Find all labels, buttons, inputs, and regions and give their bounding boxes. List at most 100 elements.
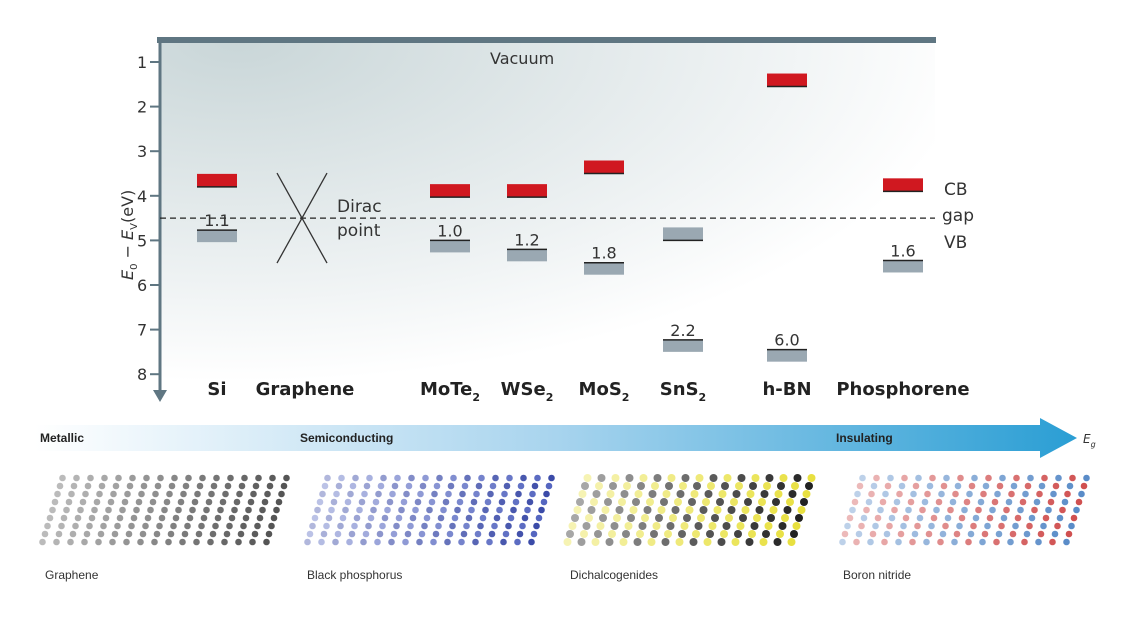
atom: [576, 498, 584, 506]
atom: [970, 522, 977, 530]
atom: [428, 498, 436, 506]
atom: [254, 522, 261, 530]
atom: [444, 538, 451, 546]
atom: [180, 490, 187, 498]
atom: [1050, 490, 1057, 498]
atom: [280, 482, 288, 490]
atom: [351, 522, 358, 530]
atom: [737, 474, 746, 482]
atom: [968, 482, 976, 490]
atom: [702, 498, 710, 506]
material-label: MoTe2: [420, 379, 480, 404]
atom: [746, 490, 755, 498]
material-label: h-BN: [762, 379, 811, 400]
atom: [646, 498, 654, 506]
caption-black-phosphorus: Black phosphorus: [307, 568, 403, 582]
atom: [55, 530, 63, 538]
atom: [629, 506, 638, 514]
atom: [905, 506, 912, 514]
atom: [699, 506, 708, 514]
atom: [63, 506, 70, 514]
y-tick-label: 5: [137, 231, 147, 250]
band-gap-value: 1.6: [890, 241, 915, 260]
atom: [464, 474, 471, 482]
atom: [618, 498, 626, 506]
cb-label: CB: [944, 180, 968, 200]
atom: [193, 538, 200, 546]
atom: [1068, 522, 1075, 530]
atom: [802, 490, 811, 498]
atom: [473, 490, 480, 498]
atom: [957, 474, 964, 482]
atom: [372, 498, 380, 506]
atom: [725, 514, 733, 522]
atom: [528, 538, 535, 546]
atom: [388, 538, 395, 546]
atom: [975, 506, 982, 514]
atom: [914, 522, 921, 530]
atom: [196, 482, 204, 490]
atom: [938, 490, 945, 498]
atom: [745, 538, 754, 546]
atom: [769, 506, 778, 514]
atom: [221, 538, 228, 546]
atom: [170, 522, 177, 530]
atom: [219, 498, 227, 506]
atom: [152, 490, 159, 498]
atom: [198, 522, 205, 530]
atom: [896, 490, 903, 498]
atom: [460, 530, 468, 538]
atom: [1069, 474, 1076, 482]
atom: [451, 514, 459, 522]
atom: [488, 530, 496, 538]
atom: [720, 530, 728, 538]
atom: [911, 530, 919, 538]
atom: [116, 514, 124, 522]
vacuum-label: Vacuum: [490, 49, 554, 68]
atom: [384, 506, 391, 514]
atom: [763, 482, 771, 490]
atom: [1012, 522, 1019, 530]
atom: [60, 514, 68, 522]
atom: [587, 506, 596, 514]
atom: [639, 474, 648, 482]
atom: [479, 514, 487, 522]
atom: [264, 490, 271, 498]
vb-label: VB: [944, 233, 967, 253]
atom: [49, 506, 56, 514]
atom: [228, 514, 236, 522]
conduction-band: [430, 184, 470, 198]
atom: [538, 506, 545, 514]
atom: [181, 530, 189, 538]
atom: [868, 490, 875, 498]
atom: [615, 506, 624, 514]
atom: [787, 538, 796, 546]
atom: [422, 474, 429, 482]
atom: [93, 498, 101, 506]
atom: [912, 482, 920, 490]
atom: [115, 474, 122, 482]
band-gap-value: 1.8: [591, 244, 616, 263]
atom: [777, 482, 785, 490]
atom: [961, 506, 968, 514]
atom: [153, 530, 161, 538]
atom: [252, 482, 260, 490]
atom: [54, 490, 61, 498]
atom: [69, 530, 77, 538]
atom: [210, 482, 218, 490]
atom: [995, 530, 1003, 538]
atom: [501, 490, 508, 498]
atom: [195, 530, 203, 538]
atom: [578, 490, 587, 498]
atom: [275, 498, 283, 506]
atom: [543, 490, 550, 498]
atom: [786, 498, 794, 506]
atom: [548, 474, 555, 482]
atom: [456, 498, 464, 506]
atom: [793, 474, 802, 482]
atom: [463, 522, 470, 530]
atom: [347, 490, 354, 498]
atom: [255, 474, 262, 482]
atom: [734, 530, 742, 538]
atom: [332, 538, 339, 546]
